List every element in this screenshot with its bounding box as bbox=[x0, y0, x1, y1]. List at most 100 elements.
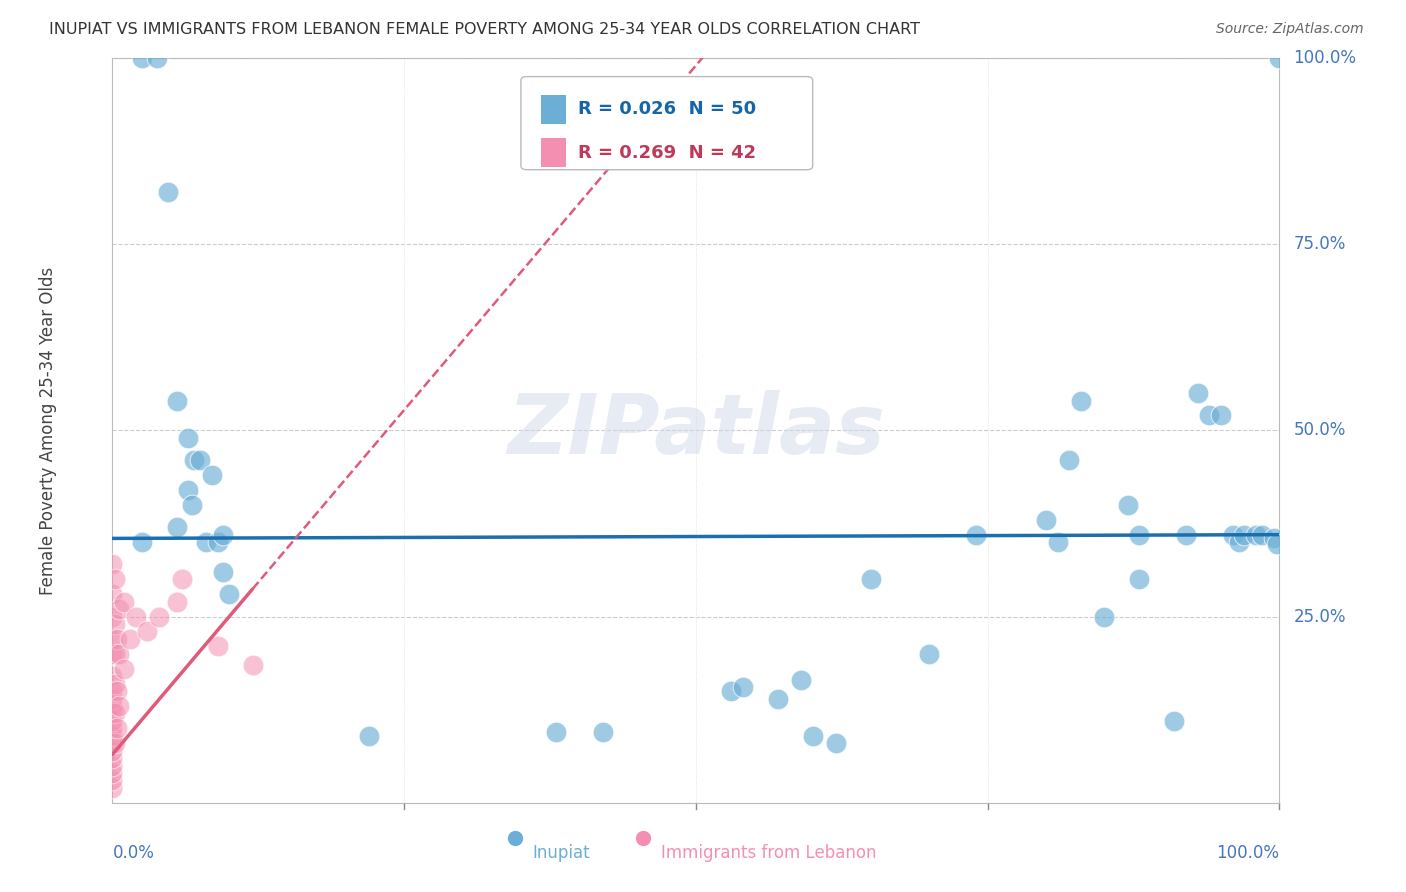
Point bbox=[148, 609, 170, 624]
Point bbox=[194, 535, 217, 549]
Text: 0.0%: 0.0% bbox=[112, 844, 155, 862]
Point bbox=[101, 632, 124, 646]
Point bbox=[118, 632, 141, 646]
Point bbox=[101, 647, 124, 661]
Text: 100.0%: 100.0% bbox=[1216, 844, 1279, 862]
Point bbox=[104, 573, 127, 587]
Point bbox=[104, 617, 127, 632]
Text: Immigrants from Lebanon: Immigrants from Lebanon bbox=[661, 844, 876, 862]
Point bbox=[101, 691, 124, 706]
Bar bbox=[541, 138, 567, 167]
Point bbox=[101, 684, 124, 698]
Point bbox=[105, 684, 128, 698]
Text: R = 0.026  N = 50: R = 0.026 N = 50 bbox=[578, 101, 756, 119]
Point bbox=[544, 725, 567, 739]
Point bbox=[166, 595, 188, 609]
Point bbox=[136, 624, 159, 639]
Point bbox=[1227, 535, 1250, 549]
Point bbox=[1175, 527, 1198, 541]
Point bbox=[101, 558, 124, 572]
Point bbox=[177, 483, 200, 497]
Point bbox=[104, 676, 127, 690]
Point bbox=[1268, 51, 1291, 65]
Point bbox=[1233, 527, 1256, 541]
Point bbox=[183, 453, 205, 467]
Point bbox=[242, 658, 264, 673]
Point bbox=[105, 632, 128, 646]
Text: INUPIAT VS IMMIGRANTS FROM LEBANON FEMALE POVERTY AMONG 25-34 YEAR OLDS CORRELAT: INUPIAT VS IMMIGRANTS FROM LEBANON FEMAL… bbox=[49, 22, 920, 37]
Text: 75.0%: 75.0% bbox=[1294, 235, 1346, 253]
Point bbox=[1209, 409, 1232, 423]
FancyBboxPatch shape bbox=[520, 77, 813, 169]
Point bbox=[1198, 409, 1220, 423]
Point bbox=[825, 736, 848, 750]
Point bbox=[101, 609, 124, 624]
Point bbox=[101, 714, 124, 728]
Point bbox=[1163, 714, 1185, 728]
Point bbox=[1265, 536, 1288, 550]
Point bbox=[503, 830, 526, 845]
Point bbox=[166, 393, 188, 408]
Point bbox=[101, 780, 124, 795]
Point bbox=[212, 565, 235, 579]
Point bbox=[112, 662, 135, 676]
Bar bbox=[541, 95, 567, 123]
Point bbox=[101, 721, 124, 735]
Point bbox=[146, 51, 169, 65]
Text: 25.0%: 25.0% bbox=[1294, 607, 1346, 625]
Point bbox=[101, 587, 124, 601]
Point bbox=[101, 669, 124, 683]
Point bbox=[108, 602, 131, 616]
Point bbox=[201, 468, 224, 483]
Point bbox=[218, 587, 240, 601]
Point bbox=[188, 453, 211, 467]
Point bbox=[790, 673, 813, 687]
Point bbox=[112, 595, 135, 609]
Point bbox=[177, 431, 200, 445]
Point bbox=[104, 647, 127, 661]
Text: Female Poverty Among 25-34 Year Olds: Female Poverty Among 25-34 Year Olds bbox=[39, 267, 58, 594]
Point bbox=[101, 729, 124, 743]
Point bbox=[1263, 532, 1285, 546]
Point bbox=[1128, 527, 1150, 541]
Point bbox=[860, 573, 883, 587]
Point bbox=[131, 51, 153, 65]
Point bbox=[108, 698, 131, 713]
Point bbox=[1094, 609, 1116, 624]
Point bbox=[101, 744, 124, 758]
Point bbox=[131, 535, 153, 549]
Point bbox=[1244, 527, 1267, 541]
Text: Inupiat: Inupiat bbox=[533, 844, 591, 862]
Point bbox=[731, 681, 754, 695]
Point bbox=[101, 758, 124, 772]
Point bbox=[101, 698, 124, 713]
Text: Source: ZipAtlas.com: Source: ZipAtlas.com bbox=[1216, 22, 1364, 37]
Point bbox=[180, 498, 202, 512]
Point bbox=[101, 751, 124, 765]
Point bbox=[172, 573, 194, 587]
Point bbox=[166, 520, 188, 534]
Point bbox=[766, 691, 789, 706]
Text: R = 0.269  N = 42: R = 0.269 N = 42 bbox=[578, 144, 756, 161]
Point bbox=[965, 527, 987, 541]
Point bbox=[918, 647, 941, 661]
Point bbox=[207, 640, 229, 654]
Point bbox=[101, 766, 124, 780]
Point bbox=[1046, 535, 1069, 549]
Point bbox=[108, 647, 131, 661]
Point bbox=[1070, 393, 1092, 408]
Point bbox=[633, 830, 655, 845]
Point bbox=[801, 729, 824, 743]
Point bbox=[207, 535, 229, 549]
Text: ZIPatlas: ZIPatlas bbox=[508, 390, 884, 471]
Point bbox=[157, 185, 180, 199]
Point bbox=[1251, 527, 1274, 541]
Point bbox=[1116, 498, 1139, 512]
Point bbox=[101, 706, 124, 721]
Point bbox=[104, 706, 127, 721]
Point bbox=[101, 736, 124, 750]
Point bbox=[592, 725, 614, 739]
Point bbox=[1128, 573, 1150, 587]
Point bbox=[105, 721, 128, 735]
Text: 100.0%: 100.0% bbox=[1294, 49, 1357, 67]
